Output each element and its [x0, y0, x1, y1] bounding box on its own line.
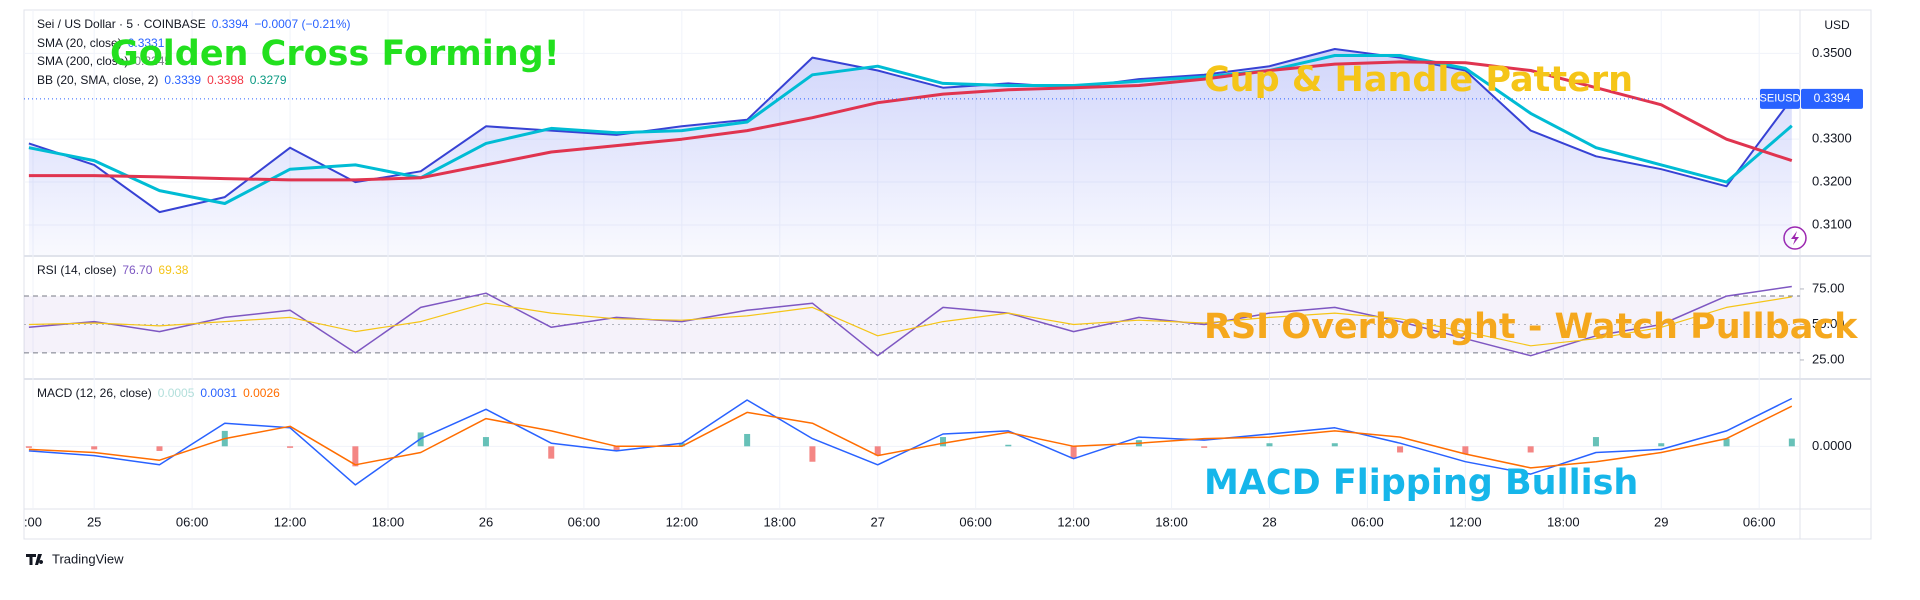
histogram-bar [1592, 437, 1599, 447]
legend-row: Sei / US Dollar · 5 · COINBASE 0.3394 −0.0… [37, 17, 351, 31]
y-tick-label: 0.0000 [1812, 438, 1852, 453]
x-tick-label: :00 [24, 514, 42, 529]
legend-text: SMA (20, close) [37, 36, 122, 50]
annotation: Golden Cross Forming! [110, 34, 560, 74]
legend-text: RSI (14, close) [37, 263, 116, 277]
histogram-bar [940, 437, 947, 447]
histogram-bar [548, 446, 555, 459]
x-tick-label: 26 [479, 514, 493, 529]
x-tick-label: 12:00 [1057, 514, 1090, 529]
histogram-bar [352, 446, 359, 467]
series-line [28, 60, 1793, 182]
x-tick-label: 18:00 [1547, 514, 1580, 529]
currency-label: USD [1824, 18, 1850, 32]
symbol-tag [1760, 88, 1800, 109]
legend-value: 69.38 [158, 263, 188, 277]
y-tick-label: 0.3100 [1812, 216, 1852, 231]
symbol-tag-text: SEIUSD [1760, 93, 1801, 105]
x-tick-label: 18:00 [372, 514, 405, 529]
x-tick-label: 29 [1654, 514, 1668, 529]
series-line [28, 296, 1792, 347]
brand-name: TradingView [52, 551, 124, 566]
histogram-bar [874, 446, 881, 456]
legend-row: RSI (14, close) 76.70 69.38 [37, 263, 189, 277]
histogram-bar [1527, 446, 1534, 453]
histogram-bar [1331, 443, 1338, 447]
y-tick-label: 0.3300 [1812, 131, 1852, 146]
histogram-bar [91, 446, 98, 450]
price-tag-text: 0.3394 [1814, 91, 1851, 105]
annotation: Cup & Handle Pattern [1204, 60, 1633, 100]
x-tick-label: 27 [870, 514, 884, 529]
histogram-bar [1266, 443, 1273, 447]
histogram-bar [678, 443, 685, 447]
annotation: RSI Overbought - Watch Pullback [1204, 307, 1858, 347]
histogram-bar [1788, 438, 1795, 447]
legend-value: 0.3279 [250, 73, 287, 87]
legend-value: −0.0007 (−0.21%) [254, 17, 350, 31]
series-line [28, 54, 1793, 205]
legend-text: SMA (200, close) [37, 54, 128, 68]
legend-value: 0.3339 [164, 73, 201, 87]
histogram-bar [1462, 446, 1469, 455]
histogram-bar [1397, 446, 1404, 453]
series-line [28, 48, 1793, 214]
histogram-bar [25, 446, 32, 448]
legend-value: 0.0031 [200, 386, 237, 400]
y-tick-label: 50.00 [1812, 316, 1845, 331]
histogram-bar [482, 437, 489, 447]
histogram-bar [1005, 444, 1012, 447]
series-line [28, 285, 1792, 357]
legend-row: BB (20, SMA, close, 2) 0.3339 0.3398 0.3279 [37, 73, 287, 87]
histogram-bar [1070, 446, 1077, 459]
x-tick-label: 12:00 [666, 514, 699, 529]
histogram-bar [613, 446, 620, 451]
legend-value: 76.70 [122, 263, 152, 277]
legend-value: 0.0005 [158, 386, 195, 400]
legend-text: BB (20, SMA, close, 2) [37, 73, 158, 87]
x-tick-label: 12:00 [1449, 514, 1482, 529]
y-tick-label: 75.00 [1812, 280, 1845, 295]
x-tick-label: 12:00 [274, 514, 307, 529]
y-tick-label: 0.3500 [1812, 45, 1852, 60]
x-tick-label: 06:00 [1351, 514, 1384, 529]
y-tick-label: 0.3200 [1812, 173, 1852, 188]
legend-row: SMA (200, close) 0.3245 [37, 54, 171, 68]
legend-text: MACD (12, 26, close) [37, 386, 152, 400]
alert-bolt [1791, 231, 1799, 245]
price-area [28, 49, 1792, 255]
histogram-bar [809, 446, 816, 462]
histogram-bar [1723, 438, 1730, 447]
legend-row: SMA (20, close) 0.3331 [37, 36, 165, 50]
histogram-bar [1658, 443, 1665, 447]
y-tick-label: 25.00 [1812, 351, 1845, 366]
x-tick-label: 06:00 [568, 514, 601, 529]
legend-value: 0.0026 [243, 386, 280, 400]
series-line [28, 405, 1793, 469]
annotation: MACD Flipping Bullish [1204, 463, 1638, 503]
histogram-bar [1201, 446, 1208, 448]
price-tag [1801, 88, 1863, 109]
x-tick-label: 18:00 [764, 514, 797, 529]
brand-logo [26, 554, 44, 565]
legend-value: 0.3331 [128, 36, 165, 50]
x-tick-label: 25 [87, 514, 101, 529]
histogram-bar [287, 446, 294, 448]
legend-value: 0.3245 [134, 54, 171, 68]
histogram-bar [744, 433, 751, 447]
legend-row: MACD (12, 26, close) 0.0005 0.0031 0.0026 [37, 386, 280, 400]
x-tick-label: 18:00 [1155, 514, 1188, 529]
x-tick-label: 06:00 [176, 514, 209, 529]
x-tick-label: 28 [1262, 514, 1276, 529]
x-tick-label: 06:00 [959, 514, 992, 529]
legend-value: 0.3398 [207, 73, 244, 87]
histogram-bar [156, 446, 163, 451]
legend-value: 0.3394 [212, 17, 249, 31]
x-tick-label: 06:00 [1743, 514, 1776, 529]
legend-text: Sei / US Dollar · 5 · COINBASE [37, 17, 206, 31]
